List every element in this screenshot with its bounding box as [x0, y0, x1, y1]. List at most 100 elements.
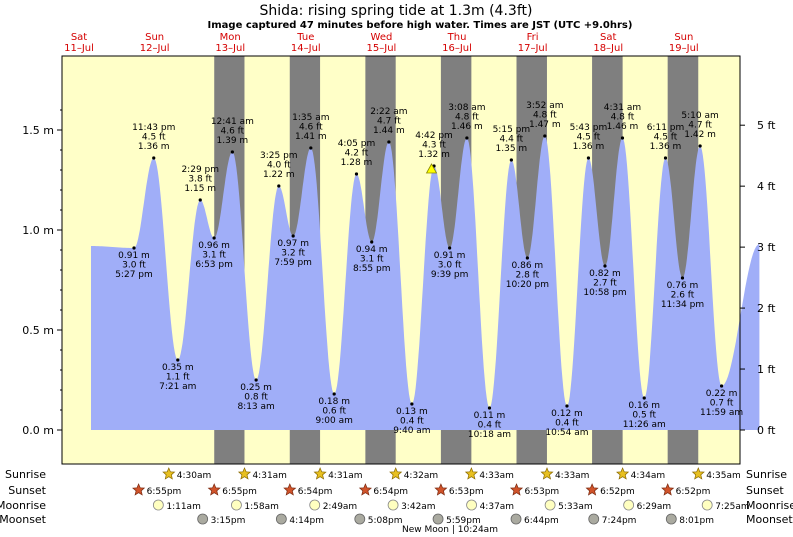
extreme-label: 5:43 pm4.5 ft1.36 m: [570, 123, 608, 152]
extreme-label-line: 1.46 m: [607, 122, 639, 132]
day-date: 17–Jul: [518, 43, 548, 54]
extreme-label-line: 0.8 ft: [244, 393, 268, 403]
extreme-label-line: 4.5 ft: [654, 133, 678, 143]
moonset-time: 8:01pm: [679, 516, 714, 526]
moonset-icon: [275, 513, 287, 525]
extreme-label-line: 5:15 pm: [493, 125, 531, 135]
moonset-icon: [510, 513, 522, 525]
extreme-label-line: 8:55 pm: [353, 264, 391, 274]
day-date: 14–Jul: [291, 43, 321, 54]
left-tick-label: 0.0 m: [22, 424, 54, 437]
moonrise-time: 7:25am: [715, 502, 750, 512]
extreme-point: [387, 140, 391, 144]
sunrise-time: 4:31am: [328, 471, 363, 481]
extreme-label-line: 1.44 m: [373, 126, 405, 136]
extreme-point: [291, 234, 295, 238]
extreme-label-line: 1:35 am: [292, 113, 329, 123]
extreme-label-line: 4.8 ft: [455, 113, 479, 123]
extreme-label-line: 1.36 m: [573, 142, 605, 152]
moonrise-icon: [152, 499, 164, 511]
extreme-label-line: 1.47 m: [529, 120, 561, 130]
extreme-point: [132, 246, 136, 250]
sunrise-icon: [313, 467, 327, 480]
moonset-icon: [197, 513, 209, 525]
extreme-label-line: 0.25 m: [240, 383, 272, 393]
extreme-point: [448, 246, 452, 250]
extreme-label-line: 10:20 pm: [506, 280, 549, 290]
current-tide-marker: [425, 163, 438, 174]
extreme-label-line: 12:41 am: [211, 117, 254, 127]
day-date: 13–Jul: [215, 43, 245, 54]
moonrise-time: 4:37am: [480, 502, 515, 512]
extreme-label-line: 4:42 pm: [415, 131, 453, 141]
sunrise-icon: [162, 467, 176, 480]
sunset-time: 6:55pm: [147, 487, 182, 497]
extreme-point: [465, 136, 469, 140]
day-date: 15–Jul: [367, 43, 397, 54]
extreme-label: 0.91 m3.0 ft9:39 pm: [431, 251, 469, 280]
extreme-label-line: 3:25 pm: [260, 151, 298, 161]
extreme-label: 11:43 pm4.5 ft1.36 m: [132, 123, 175, 152]
extreme-label-line: 10:58 pm: [583, 288, 626, 298]
moonrise-time: 1:58am: [244, 502, 278, 512]
extreme-label-line: 2.6 ft: [671, 291, 695, 301]
sunset-time: 6:53pm: [449, 487, 484, 497]
extreme-point: [370, 240, 374, 244]
extreme-label-line: 4:31 am: [604, 103, 641, 113]
extreme-point: [698, 144, 702, 148]
extreme-label: 3:52 am4.8 ft1.47 m: [526, 101, 563, 130]
moonrise-time: 2:49am: [323, 502, 358, 512]
extreme-label-line: 4.3 ft: [422, 141, 446, 151]
extreme-label: 4:31 am4.8 ft1.46 m: [604, 103, 641, 132]
left-tick-label: 1.0 m: [22, 224, 54, 237]
right-tick-label: 0 ft: [757, 424, 776, 437]
moonrise-icon: [544, 499, 556, 511]
extreme-label-line: 3:08 am: [448, 103, 485, 113]
extreme-label-line: 0.91 m: [434, 251, 466, 261]
day-name: Sun: [674, 32, 693, 43]
row-label-right: Sunrise: [746, 468, 787, 481]
moonset-time: 3:15pm: [211, 516, 246, 526]
moonset-icon: [588, 513, 600, 525]
sunset-time: 6:54pm: [298, 487, 333, 497]
extreme-label-line: 11:59 am: [700, 408, 743, 418]
extreme-label: 0.97 m3.2 ft7:59 pm: [274, 239, 312, 268]
sunset-time: 6:53pm: [525, 487, 560, 497]
moonset-time: 4:14pm: [289, 516, 324, 526]
sunrise-icon: [691, 467, 705, 480]
extreme-label-line: 7:59 pm: [274, 258, 312, 268]
extreme-label: 12:41 am4.6 ft1.39 m: [211, 117, 254, 146]
day-name: Tue: [296, 32, 314, 43]
extreme-label: 4:42 pm4.3 ft1.32 m: [415, 131, 453, 160]
moonset-time: 5:08pm: [368, 516, 403, 526]
moonrise-icon: [466, 499, 477, 511]
extreme-label: 0.18 m0.6 ft9:00 am: [316, 397, 353, 426]
sun-moon-rows: Sunrise Sunrise Sunset Sunset Moonrise Moonri…: [0, 467, 793, 535]
extreme-label-line: 10:18 am: [468, 430, 511, 440]
sunrise-time: 4:35am: [706, 471, 741, 481]
extreme-point: [198, 198, 202, 202]
extreme-label-line: 0.76 m: [667, 281, 699, 291]
right-tick-label: 4 ft: [757, 180, 776, 193]
moonrise-icon: [701, 499, 713, 511]
extreme-label-line: 4.5 ft: [142, 133, 166, 143]
extreme-point: [212, 236, 216, 240]
extreme-label-line: 0.22 m: [706, 389, 738, 399]
extreme-label: 0.96 m3.1 ft6:53 pm: [195, 241, 233, 270]
right-tick-label: 5 ft: [757, 119, 776, 132]
extreme-label-line: 5:43 pm: [570, 123, 608, 133]
chart-subtitle: Image captured 47 minutes before high wa…: [208, 20, 633, 31]
right-tick-label: 3 ft: [757, 241, 776, 254]
extreme-label-line: 1.35 m: [496, 144, 528, 154]
extreme-label: 3:25 pm4.0 ft1.22 m: [260, 151, 298, 180]
extreme-label-line: 1.28 m: [341, 158, 373, 168]
extreme-label-line: 4.0 ft: [267, 161, 291, 171]
extreme-point: [663, 156, 668, 160]
extreme-label: 5:15 pm4.4 ft1.35 m: [493, 125, 531, 154]
